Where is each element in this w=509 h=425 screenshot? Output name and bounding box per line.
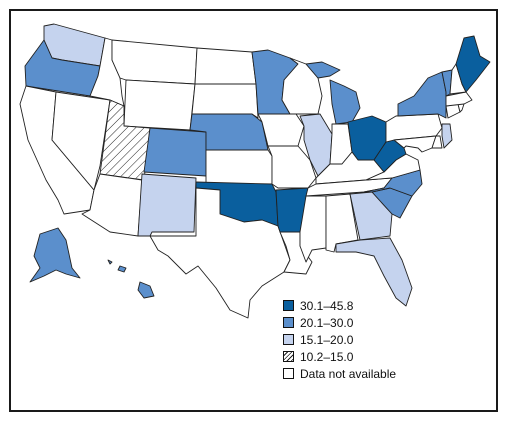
legend: 30.1–45.8 20.1–30.0 15.1–20.0 10.2–15.0 … <box>283 297 396 382</box>
state-MT <box>111 39 198 85</box>
legend-item: 10.2–15.0 <box>283 348 396 365</box>
legend-swatch <box>283 351 294 362</box>
state-HI-2 <box>117 265 127 273</box>
state-NJ <box>441 123 453 149</box>
state-NC <box>363 169 423 197</box>
legend-swatch <box>283 368 294 379</box>
state-SD <box>191 83 259 119</box>
state-AK <box>29 227 81 283</box>
legend-label: Data not available <box>300 366 397 381</box>
state-NM <box>137 173 197 237</box>
legend-item: 20.1–30.0 <box>283 314 396 331</box>
state-CO <box>143 127 207 177</box>
legend-swatch <box>283 317 294 328</box>
legend-item: Data not available <box>283 365 396 382</box>
state-KS <box>205 149 273 185</box>
state-MI <box>329 79 361 125</box>
state-FL <box>335 237 413 307</box>
legend-item: 30.1–45.8 <box>283 297 396 314</box>
legend-label: 10.2–15.0 <box>300 349 354 364</box>
state-MS <box>299 195 327 263</box>
state-TX <box>149 187 291 319</box>
state-HI-3 <box>107 259 113 265</box>
legend-swatch <box>283 300 294 311</box>
legend-swatch <box>283 334 294 345</box>
legend-item: 15.1–20.0 <box>283 331 396 348</box>
legend-label: 20.1–30.0 <box>300 315 354 330</box>
map-frame <box>9 9 498 412</box>
state-WY <box>123 79 196 131</box>
state-MI-up <box>305 61 341 79</box>
state-NY <box>397 71 447 119</box>
state-HI <box>137 281 155 299</box>
state-NV <box>51 91 111 191</box>
state-VT <box>441 69 453 97</box>
legend-label: 15.1–20.0 <box>300 332 354 347</box>
state-DE <box>431 135 443 149</box>
legend-label: 30.1–45.8 <box>300 298 354 313</box>
state-ME <box>455 35 491 93</box>
state-ND <box>194 47 257 85</box>
